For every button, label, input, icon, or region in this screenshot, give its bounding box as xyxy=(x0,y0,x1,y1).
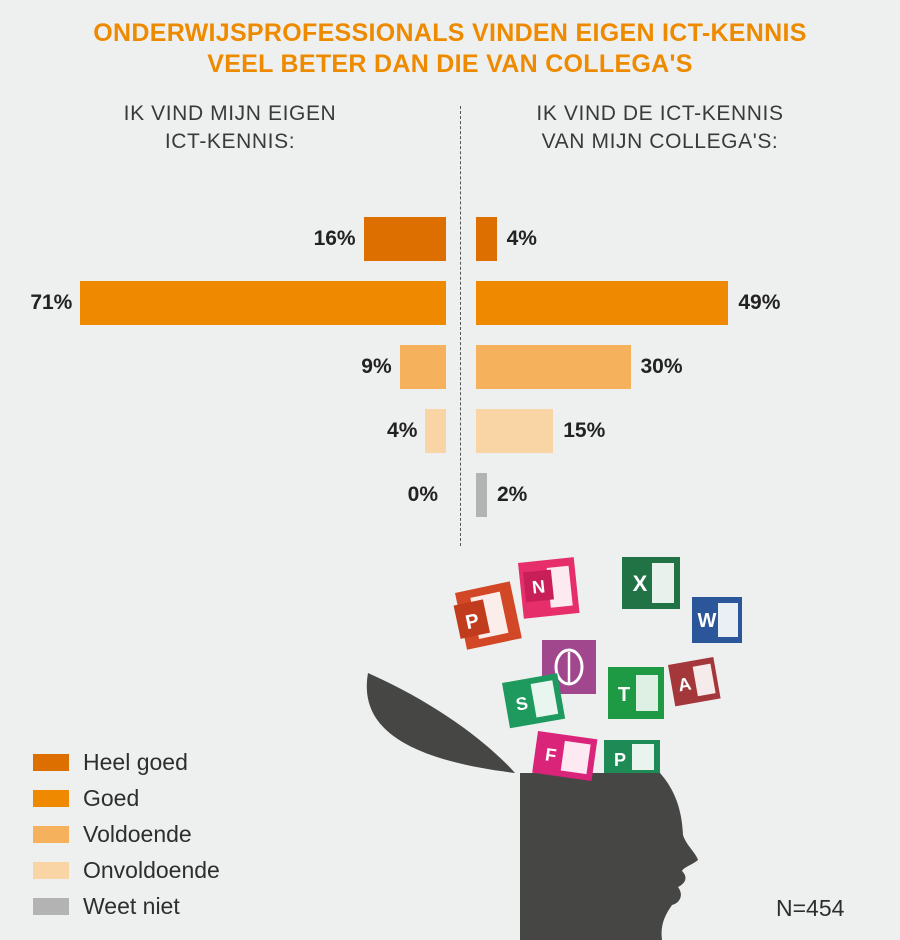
left-heading-line-1: IK VIND MIJN EIGEN xyxy=(123,102,337,125)
bar-right-goed xyxy=(476,281,729,325)
legend-item-heel-goed: Heel goed xyxy=(33,744,220,780)
legend-swatch xyxy=(33,825,69,843)
sample-size-label: N=454 xyxy=(776,895,845,921)
icon-letter: P xyxy=(464,610,482,634)
center-divider xyxy=(460,106,461,546)
legend-item-voldoende: Voldoende xyxy=(33,816,220,852)
right-heading-line-2: VAN MIJN COLLEGA'S: xyxy=(541,130,779,153)
bar-right-voldoende xyxy=(476,345,631,389)
right-heading-line-1: IK VIND DE ICT-KENNIS xyxy=(536,102,784,125)
value-label-left-voldoende: 9% xyxy=(361,355,392,378)
value-label-right-onvoldoende: 15% xyxy=(563,419,606,442)
project-icon: P xyxy=(604,740,660,773)
legend-label: Heel goed xyxy=(83,748,188,775)
icon-letter: T xyxy=(618,684,630,706)
sharepoint-icon: S xyxy=(502,673,566,729)
bar-left-goed xyxy=(80,281,446,325)
value-label-left-weet-niet: 0% xyxy=(407,483,438,506)
value-label-right-voldoende: 30% xyxy=(640,355,683,378)
legend-swatch xyxy=(33,861,69,879)
icon-letter: F xyxy=(544,744,558,765)
value-label-left-onvoldoende: 4% xyxy=(387,419,418,442)
legend-label: Goed xyxy=(83,784,140,811)
bar-left-onvoldoende xyxy=(425,409,446,453)
value-label-left-heel-goed: 16% xyxy=(313,227,356,250)
bar-left-voldoende xyxy=(399,345,446,389)
title-line-2: VEEL BETER DAN DIE VAN COLLEGA'S xyxy=(207,50,693,78)
access-icon: A xyxy=(668,657,721,707)
legend-item-weet-niet: Weet niet xyxy=(33,888,220,924)
chart-title: ONDERWIJSPROFESSIONALS VINDEN EIGEN ICT-… xyxy=(0,18,900,80)
icon-letter: N xyxy=(531,576,546,597)
powerpoint-icon: P xyxy=(453,581,522,650)
word-icon: W xyxy=(692,597,742,643)
legend-label: Voldoende xyxy=(83,820,192,847)
legend-label: Weet niet xyxy=(83,892,180,919)
bar-right-onvoldoende xyxy=(476,409,554,453)
excel-icon: X xyxy=(622,557,680,609)
bar-right-weet-niet xyxy=(476,473,487,517)
icon-letter: A xyxy=(676,673,692,695)
legend-swatch xyxy=(33,753,69,771)
legend: Heel goed Goed Voldoende Onvoldoende Wee… xyxy=(33,744,220,924)
bar-right-heel-goed xyxy=(476,217,497,261)
title-line-1: ONDERWIJSPROFESSIONALS VINDEN EIGEN ICT-… xyxy=(93,19,807,47)
legend-item-goed: Goed xyxy=(33,780,220,816)
bar-left-heel-goed xyxy=(363,217,446,261)
icon-letter: S xyxy=(514,693,529,715)
head-flap-shape xyxy=(366,673,515,773)
legend-swatch xyxy=(33,897,69,915)
left-heading-line-2: ICT-KENNIS: xyxy=(164,130,296,153)
value-label-right-weet-niet: 2% xyxy=(497,483,528,506)
left-column-heading: IK VIND MIJN EIGEN ICT-KENNIS: xyxy=(60,100,400,156)
forms-icon: F xyxy=(532,731,598,781)
legend-swatch xyxy=(33,789,69,807)
onenote-icon: N xyxy=(518,557,580,619)
icon-letter: W xyxy=(698,610,717,632)
icon-letter: P xyxy=(614,750,626,770)
value-label-right-heel-goed: 4% xyxy=(506,227,537,250)
value-label-right-goed: 49% xyxy=(738,291,781,314)
head-illustration: P N X W S T A F xyxy=(366,557,742,940)
teams-icon: T xyxy=(608,667,664,719)
legend-item-onvoldoende: Onvoldoende xyxy=(33,852,220,888)
icon-letter: X xyxy=(633,571,648,596)
value-label-left-goed: 71% xyxy=(30,291,73,314)
right-column-heading: IK VIND DE ICT-KENNIS VAN MIJN COLLEGA'S… xyxy=(475,100,845,156)
head-silhouette-shape xyxy=(520,773,698,940)
legend-label: Onvoldoende xyxy=(83,856,220,883)
